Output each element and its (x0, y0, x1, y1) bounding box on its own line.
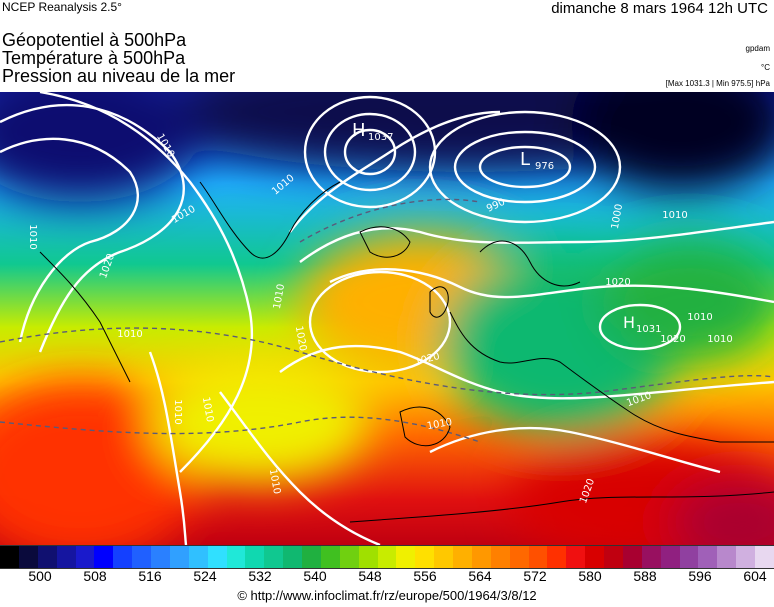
low-value: 976 (535, 161, 554, 172)
color-swatch (0, 546, 19, 568)
scale-tick-label: 604 (743, 568, 767, 584)
color-scale-bar (0, 545, 774, 569)
scale-tick-label: 500 (28, 568, 52, 584)
color-swatch (698, 546, 718, 568)
unit-pressure-range: [Max 1031.3 | Min 975.5] hPa (665, 79, 770, 88)
color-swatch (245, 546, 265, 568)
high-pressure-center-1: H 1037 (352, 120, 393, 143)
color-swatch (490, 546, 510, 568)
scale-tick-label: 588 (633, 568, 657, 584)
isobar-label: 1010 (707, 334, 732, 345)
isobar-label: 1020 (660, 334, 685, 345)
color-swatch (151, 546, 170, 568)
scale-tick-label: 548 (358, 568, 382, 584)
credit-url: © http://www.infoclimat.fr/rz/europe/500… (237, 588, 537, 603)
color-swatch (604, 546, 623, 568)
isobar-label: 1010 (662, 210, 687, 221)
color-swatch (188, 546, 208, 568)
color-swatch (736, 546, 755, 568)
date-time-label: dimanche 8 mars 1964 12h UTC (551, 0, 768, 17)
isobar-label: 1010 (27, 224, 38, 249)
color-swatch (528, 546, 548, 568)
high-value: 1037 (368, 132, 393, 143)
weather-map: 1010 1010 1010 1010 1020 1010 1020 1010 … (0, 92, 774, 545)
isobar-label: 1000 (610, 203, 625, 230)
isobar-label: 1010 (200, 396, 215, 423)
color-swatch (396, 546, 416, 568)
color-swatch (566, 546, 586, 568)
high-pressure-center-2: H 1031 (623, 313, 661, 335)
color-swatch (283, 546, 302, 568)
high-value: 1031 (636, 324, 661, 335)
color-swatch (641, 546, 661, 568)
isobar-label: 1020 (293, 325, 308, 352)
isobar-label: 1010 (172, 399, 183, 424)
low-symbol: L (520, 149, 530, 170)
isobar-label: 1010 (267, 468, 282, 495)
weather-map-svg: 1010 1010 1010 1010 1020 1010 1020 1010 … (0, 92, 774, 545)
low-pressure-center: L 976 (520, 149, 554, 172)
isobar-label: 1020 (605, 277, 630, 288)
isobar-label: 1010 (426, 417, 453, 432)
color-swatch (320, 546, 340, 568)
color-swatch (415, 546, 435, 568)
title-geopotential: Géopotentiel à 500hPa (2, 30, 187, 50)
color-swatch (377, 546, 397, 568)
high-symbol: H (623, 313, 635, 332)
color-swatch (18, 546, 38, 568)
color-swatch (132, 546, 151, 568)
isobars (0, 92, 774, 545)
title-pressure: Pression au niveau de la mer (2, 66, 236, 86)
color-swatch (717, 546, 737, 568)
scale-tick-label: 532 (248, 568, 272, 584)
color-swatch (547, 546, 567, 568)
color-swatch (75, 546, 95, 568)
color-swatch (264, 546, 284, 568)
coastlines (39, 181, 774, 523)
color-swatch (679, 546, 699, 568)
scale-tick-label: 540 (303, 568, 327, 584)
unit-gpdam: gpdam (745, 44, 770, 53)
color-swatch (585, 546, 604, 568)
scale-tick-label: 580 (578, 568, 602, 584)
scale-tick-label: 564 (468, 568, 492, 584)
color-scale-ticks: 500 508 516 524 532 540 548 556 564 572 580 588 596 6… (0, 568, 774, 588)
color-swatch (56, 546, 76, 568)
scale-tick-label: 556 (413, 568, 437, 584)
color-swatch (509, 546, 529, 568)
color-swatch (113, 546, 133, 568)
source-label: NCEP Reanalysis 2.5° (2, 0, 122, 14)
color-swatch (94, 546, 114, 568)
unit-celsius: °C (761, 63, 770, 72)
scale-tick-label: 524 (193, 568, 217, 584)
isobar-label: 1010 (117, 329, 142, 340)
title-temperature: Température à 500hPa (2, 48, 186, 68)
color-swatch (358, 546, 378, 568)
color-swatch (207, 546, 227, 568)
color-swatch (226, 546, 246, 568)
isobar-label: 1010 (272, 283, 287, 310)
pressure-centers: H 1037 L 976 H 1031 (352, 120, 661, 335)
scale-tick-label: 572 (523, 568, 547, 584)
color-swatch (471, 546, 491, 568)
color-swatch (169, 546, 189, 568)
color-swatch (622, 546, 642, 568)
color-swatch (660, 546, 680, 568)
scale-tick-label: 516 (138, 568, 162, 584)
isobar-label: 1010 (687, 312, 712, 323)
scale-tick-label: 596 (688, 568, 712, 584)
high-symbol: H (352, 120, 366, 141)
temperature-isotherms (0, 198, 774, 443)
color-swatch (339, 546, 359, 568)
color-swatch (302, 546, 321, 568)
color-swatch (37, 546, 57, 568)
scale-tick-label: 508 (83, 568, 107, 584)
color-swatch (453, 546, 472, 568)
color-swatch (755, 546, 774, 568)
color-swatch (434, 546, 453, 568)
